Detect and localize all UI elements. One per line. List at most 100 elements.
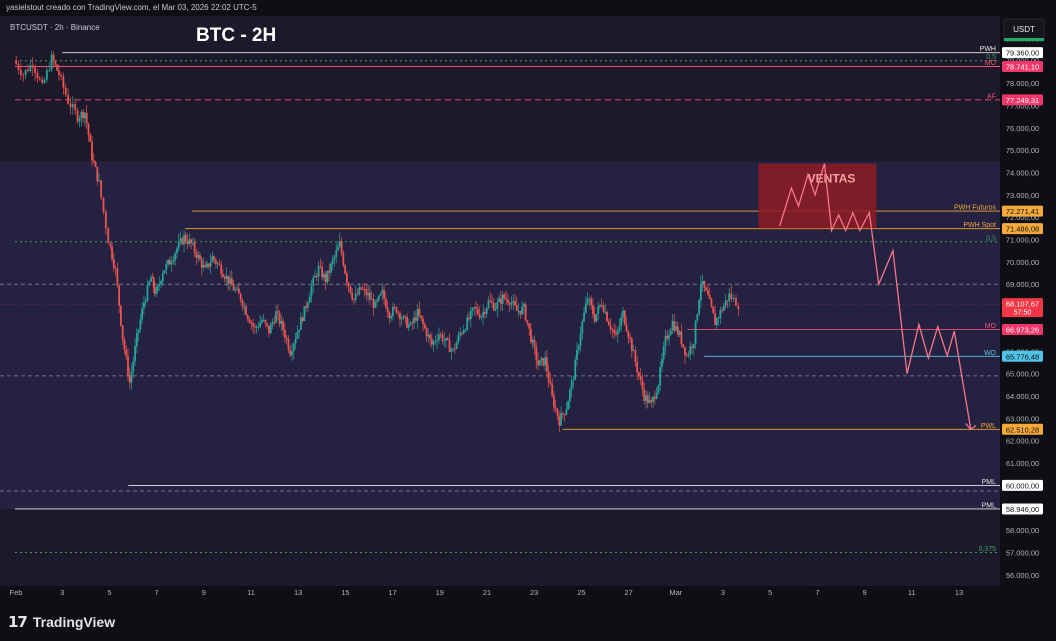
candle-body (227, 275, 230, 284)
candle-body (515, 305, 518, 311)
candle-body (634, 350, 637, 363)
x-tick-label: 11 (247, 588, 255, 597)
candle-body (538, 360, 541, 366)
candle-body (27, 69, 29, 72)
candle-body (163, 270, 166, 274)
candle-body (301, 317, 304, 321)
candle-body (82, 111, 85, 119)
candle-body (694, 320, 697, 345)
candle-body (553, 395, 555, 408)
candle-body (507, 299, 509, 303)
candle-body (547, 371, 550, 382)
candle-body (595, 314, 598, 322)
time-axis[interactable] (0, 586, 1000, 604)
y-tick-label: 72.000,00 (1006, 213, 1039, 222)
candle-body (135, 332, 138, 347)
candle-body (184, 235, 187, 242)
candle-body (629, 337, 631, 339)
candle-body (533, 339, 536, 348)
candle-body (134, 346, 136, 362)
candle-body (22, 75, 25, 76)
price-badge (1002, 223, 1043, 235)
candle-body (399, 312, 401, 320)
symbol-label: BTCUSDT · 2h · Binance (10, 23, 100, 32)
candle-body (425, 328, 428, 337)
candle-body (230, 278, 233, 286)
candle-body (726, 300, 729, 302)
candle-body (236, 288, 239, 290)
candle-body (485, 307, 488, 314)
candle-body (386, 307, 389, 312)
candle-body (393, 307, 396, 308)
candle-body (296, 332, 299, 339)
x-tick-label: Feb (10, 588, 23, 597)
candle-body (299, 317, 302, 330)
candle-body (478, 313, 481, 318)
candle-body (280, 320, 283, 324)
candle-body (613, 329, 616, 334)
x-tick-label: 9 (863, 588, 867, 597)
candle-body (455, 342, 458, 349)
level-name: PML (982, 502, 997, 509)
candle-body (597, 306, 600, 315)
candle-body (609, 325, 612, 330)
y-tick-label: 69.000,00 (1006, 280, 1039, 289)
projection-arrowhead (965, 423, 977, 431)
candle-body (680, 331, 683, 345)
candle-body (724, 300, 727, 306)
tradingview-wordmark: TradingView (32, 614, 116, 630)
candle-body (620, 317, 623, 326)
candle-body (125, 349, 128, 357)
price-badge-text: 72.271,41 (1006, 207, 1039, 216)
level-name: AF (987, 93, 996, 100)
candle-body (206, 263, 208, 268)
candle-body (209, 262, 212, 267)
candle-body (199, 254, 201, 260)
tradingview-logo[interactable]: 17 TradingView (8, 613, 115, 631)
candle-body (261, 320, 263, 323)
price-badge-text: 58.946,00 (1006, 505, 1039, 514)
candle-body (641, 379, 644, 390)
candle-body (118, 285, 121, 306)
candle-body (551, 384, 554, 396)
candle-body (289, 349, 292, 356)
bottom-bar: 17 TradingView (0, 604, 1056, 641)
candle-body (409, 322, 412, 325)
candle-body (712, 306, 715, 314)
candle-body (429, 334, 431, 339)
y-tick-label: 57.000,00 (1006, 548, 1039, 557)
candle-body (287, 339, 290, 350)
candle-body (100, 180, 103, 198)
candle-body (282, 320, 285, 330)
candle-body (554, 407, 557, 409)
candle-body (161, 273, 164, 282)
candle-body (165, 263, 168, 271)
candle-body (661, 358, 663, 368)
candle-body (262, 319, 265, 321)
candle-body (436, 340, 439, 342)
top-credit-bar: yasielstout creado con TradingView.com, … (0, 0, 1056, 16)
candle-body (60, 75, 62, 77)
candle-body (146, 284, 149, 301)
candle-body (441, 334, 444, 342)
candle-body (94, 161, 97, 167)
candle-body (568, 389, 571, 402)
candle-body (604, 311, 607, 313)
candle-body (269, 324, 272, 334)
candle-body (537, 360, 539, 366)
candle-body (448, 339, 451, 352)
x-tick-label: 13 (955, 588, 963, 597)
candle-body (395, 307, 398, 313)
candle-body (144, 300, 147, 303)
candle-body (439, 334, 442, 336)
candle-body (715, 318, 718, 326)
candle-body (577, 345, 580, 350)
y-tick-label: 73.000,00 (1006, 191, 1039, 200)
candle-body (471, 307, 474, 311)
candle-body (358, 287, 361, 295)
candle-body (340, 241, 343, 254)
y-tick-label: 78.000,00 (1006, 79, 1039, 88)
candle-body (155, 291, 157, 294)
candle-body (708, 294, 711, 300)
